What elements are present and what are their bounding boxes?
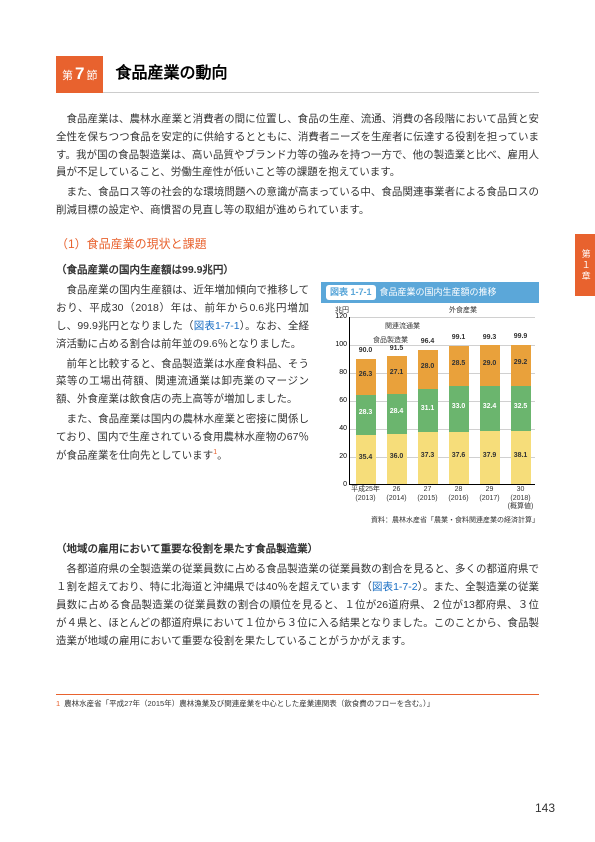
intro-paragraph-1: 食品産業は、農林水産業と消費者の間に位置し、食品の生産、流通、消費の各段階におい… <box>56 111 539 182</box>
bar-total: 91.5 <box>387 343 407 355</box>
section-number: 7 <box>75 60 84 89</box>
bar-value-c: 37.9 <box>480 450 500 462</box>
bar-value-b: 28.3 <box>356 407 376 419</box>
bar-total: 99.9 <box>511 331 531 343</box>
gridline <box>350 345 535 346</box>
bar-value-a: 26.3 <box>356 369 376 381</box>
block1-p3: また、食品産業は国内の農林水産業と密接に関係しており、国内で生産されている食用農… <box>56 411 309 465</box>
y-tick-label: 80 <box>339 368 350 380</box>
bar-value-b: 32.5 <box>511 401 531 413</box>
chart-plot-area: 02040608010012035.428.326.390.0平成25年(201… <box>349 317 535 485</box>
y-tick-label: 120 <box>335 312 350 324</box>
figure-link-1-7-1[interactable]: 図表1-7-1 <box>194 320 240 332</box>
bar-value-a: 27.1 <box>387 367 407 379</box>
section-header: 第 7 節 食品産業の動向 <box>56 56 539 93</box>
bar-value-b: 33.0 <box>449 401 469 413</box>
section-pre: 第 <box>62 67 73 86</box>
x-tick-label: 30(2018)(概算値) <box>501 484 541 511</box>
footnote-1: 1 農林水産省「平成27年（2015年）農林漁業及び関連産業を中心とした産業連関表… <box>56 698 539 711</box>
footnote-rule <box>56 694 539 695</box>
section-post: 節 <box>86 67 97 86</box>
bar-total: 96.4 <box>418 336 438 348</box>
chart-canvas: 兆円外食産業関連流通業食品製造業02040608010012035.428.32… <box>321 305 539 515</box>
gridline <box>350 373 535 374</box>
bar-value-c: 38.1 <box>511 450 531 462</box>
bar-total: 99.3 <box>480 332 500 344</box>
bar-value-c: 36.0 <box>387 451 407 463</box>
bar-value-b: 31.1 <box>418 403 438 415</box>
bar-value-c: 37.3 <box>418 450 438 462</box>
chart-figure-number: 図表 1-7-1 <box>326 285 376 300</box>
block1-p3b: 。 <box>217 449 228 461</box>
legend-a: 外食産業 <box>449 305 477 317</box>
block1-p2: 前年と比較すると、食品製造業は水産食料品、そう菜等の工場出荷額、関連流通業は卸売… <box>56 356 309 410</box>
gridline <box>350 429 535 430</box>
bar-value-b: 28.4 <box>387 406 407 418</box>
bar-value-a: 29.0 <box>480 358 500 370</box>
bar-total: 99.1 <box>449 332 469 344</box>
bar-value-a: 28.0 <box>418 361 438 373</box>
y-tick-label: 60 <box>339 396 350 408</box>
bar-value-b: 32.4 <box>480 401 500 413</box>
subsection-heading: （1）食品産業の現状と課題 <box>56 234 539 254</box>
bar-value-a: 29.2 <box>511 357 531 369</box>
y-tick-label: 100 <box>335 340 350 352</box>
section-title: 食品産業の動向 <box>103 56 539 93</box>
y-tick-label: 40 <box>339 424 350 436</box>
block1-heading: （食品産業の国内生産額は99.9兆円） <box>56 262 539 280</box>
block2-heading: （地域の雇用において重要な役割を果たす食品製造業） <box>56 541 539 559</box>
footnote-number: 1 <box>56 699 60 708</box>
block1-p3a: また、食品産業は国内の農林水産業と密接に関係しており、国内で生産されている食用農… <box>56 413 309 461</box>
chart-title-bar: 図表 1-7-1 食品産業の国内生産額の推移 <box>321 282 539 303</box>
y-tick-label: 20 <box>339 452 350 464</box>
bar-value-a: 28.5 <box>449 358 469 370</box>
bar-value-c: 35.4 <box>356 452 376 464</box>
page-number: 143 <box>535 798 555 818</box>
gridline <box>350 317 535 318</box>
footnote-text: 農林水産省「平成27年（2015年）農林漁業及び関連産業を中心とした産業連関表（… <box>64 699 434 708</box>
intro-paragraph-2: また、食品ロス等の社会的な環境問題への意識が高まっている中、食品関連事業者による… <box>56 184 539 220</box>
block1-p1: 食品産業の国内生産額は、近年増加傾向で推移しており、平成30（2018）年は、前… <box>56 282 309 353</box>
bar-value-c: 37.6 <box>449 450 469 462</box>
chart-source: 資料：農林水産省「農業・食料関連産業の経済計算」 <box>321 515 539 527</box>
figure-link-1-7-2[interactable]: 図表1-7-2 <box>372 581 418 593</box>
chart-title-text: 食品産業の国内生産額の推移 <box>380 285 497 300</box>
bar-total: 90.0 <box>356 345 376 357</box>
gridline <box>350 457 535 458</box>
section-badge: 第 7 節 <box>56 56 103 93</box>
block2-p1: 各都道府県の全製造業の従業員数に占める食品製造業の従業員数の割合を見ると、多くの… <box>56 561 539 650</box>
gridline <box>350 401 535 402</box>
